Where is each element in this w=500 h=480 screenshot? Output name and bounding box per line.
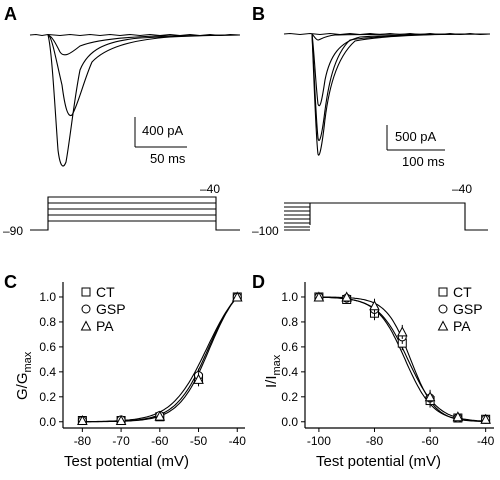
protocol-a-step-label: –40 <box>200 182 220 196</box>
chart-d-x-label: Test potential (mV) <box>316 453 441 470</box>
chart-c-point-pa <box>77 414 88 426</box>
scalebar-b-time-label: 100 ms <box>402 154 445 169</box>
chart-c-activation: -80 -70 -60 -50 -40 0.0 0.2 0.4 0.6 0.8 1.0 Test p… <box>14 282 246 470</box>
chart-d-point-pa <box>396 326 408 337</box>
chart-d-data-points <box>313 291 491 424</box>
chart-d-legend-label-ct: CT <box>453 284 472 300</box>
trace-b-2 <box>311 33 491 107</box>
chart-c-y-label-main: G/G <box>14 372 31 400</box>
chart-c-point-pa <box>193 373 204 384</box>
chart-c-legend-label-ct: CT <box>96 284 115 300</box>
panel-label-d: D <box>252 272 265 292</box>
chart-c-x-tick-label: -80 <box>74 434 92 448</box>
chart-c-x-tick-label: -50 <box>190 434 208 448</box>
protocol-b-step-label: –40 <box>452 182 472 196</box>
chart-d-point-pa <box>313 291 325 302</box>
chart-c-x-label: Test potential (mV) <box>64 453 189 470</box>
chart-d-legend-label-pa: PA <box>453 318 471 334</box>
panel-a-protocol: –40 –90 <box>3 182 240 238</box>
trace-a-2 <box>47 34 241 117</box>
scalebar-a-time-label: 50 ms <box>150 151 186 166</box>
chart-c-data-points <box>77 291 243 426</box>
chart-c-x-tick-label: -60 <box>151 434 169 448</box>
chart-d-point-pa <box>480 413 491 424</box>
trace-a-3 <box>47 34 241 167</box>
chart-c-ticks: -80 -70 -60 -50 -40 0.0 0.2 0.4 0.6 0.8 1.0 <box>39 290 246 448</box>
chart-d-y-tick-label: 0.4 <box>281 365 298 379</box>
chart-d-x-tick-label: -100 <box>307 434 331 448</box>
panel-label-a: A <box>4 4 17 24</box>
trace-b-4 <box>311 33 491 156</box>
panel-b-scalebar: 500 pA 100 ms <box>386 125 445 169</box>
trace-b-1 <box>311 33 491 41</box>
chart-c-point-pa <box>231 291 243 302</box>
panel-label-c: C <box>4 272 17 292</box>
chart-c-y-tick-label: 0.6 <box>39 340 56 354</box>
chart-d-point-pa <box>369 300 380 311</box>
chart-c-legend-marker-ct <box>81 287 91 297</box>
chart-d-y-tick-label: 0.8 <box>281 315 298 329</box>
chart-c-y-tick-label: 0.0 <box>39 415 56 429</box>
trace-b-3 <box>311 33 491 142</box>
chart-c-legend-label-pa: PA <box>96 318 114 334</box>
scalebar-b-current-label: 500 pA <box>395 129 437 144</box>
chart-d-y-tick-label: 0.0 <box>281 415 298 429</box>
chart-c-y-label: G/Gmax <box>14 351 34 400</box>
protocol-b-test-step <box>310 202 488 231</box>
chart-c-legend-marker-pa <box>80 320 92 331</box>
panel-b-protocol: –40 –100 <box>252 182 488 238</box>
chart-d-y-tick-label: 1.0 <box>281 290 298 304</box>
panel-b-traces <box>283 32 491 156</box>
chart-d-x-tick-label: -40 <box>477 434 495 448</box>
chart-d-x-tick-label: -60 <box>421 434 439 448</box>
chart-c-y-tick-label: 1.0 <box>39 290 56 304</box>
chart-c-y-tick-label: 0.4 <box>39 365 56 379</box>
chart-c-legend-marker-gsp <box>81 304 91 314</box>
chart-d-legend-marker-ct <box>438 287 448 297</box>
chart-d-y-label-main: I/I <box>263 375 280 388</box>
chart-d-legend-marker-pa <box>437 320 449 331</box>
scalebar-a-current-label: 400 pA <box>142 123 184 138</box>
chart-c-x-tick-label: -70 <box>112 434 130 448</box>
chart-d-ticks: -100 -80 -60 -40 0.0 0.2 0.4 0.6 0.8 1.0 <box>281 290 494 448</box>
chart-c-point-pa <box>154 410 166 421</box>
protocol-a-hold-label: –90 <box>3 224 23 238</box>
chart-d-point-pa <box>341 291 353 302</box>
chart-c-y-label-sub: max <box>22 351 34 372</box>
panel-label-b: B <box>252 4 265 24</box>
chart-c-point-pa <box>115 414 127 426</box>
panel-a-scalebar: 400 pA 50 ms <box>134 117 187 166</box>
protocol-a-step-1 <box>30 196 240 231</box>
chart-d-legend-label-gsp: GSP <box>453 301 483 317</box>
chart-d-y-tick-label: 0.6 <box>281 340 298 354</box>
chart-c-x-tick-label: -40 <box>229 434 247 448</box>
chart-d-x-tick-label: -80 <box>366 434 384 448</box>
protocol-b-conditioning-edge <box>284 202 311 225</box>
chart-d-y-label-sub: max <box>271 354 283 375</box>
chart-d-point-pa <box>424 391 436 402</box>
chart-c-legend-label-gsp: GSP <box>96 301 126 317</box>
chart-c-y-tick-label: 0.8 <box>39 315 56 329</box>
chart-c-y-tick-label: 0.2 <box>39 390 56 404</box>
chart-d-y-tick-label: 0.2 <box>281 390 298 404</box>
chart-d-inactivation: -100 -80 -60 -40 0.0 0.2 0.4 0.6 0.8 1.0 Test pot… <box>263 282 495 470</box>
chart-d-legend-marker-gsp <box>438 304 448 314</box>
chart-d-y-label: I/Imax <box>263 354 283 388</box>
chart-d-point-pa <box>452 411 464 422</box>
panel-a-traces <box>29 33 241 167</box>
protocol-b-hold-label: –100 <box>252 224 279 238</box>
